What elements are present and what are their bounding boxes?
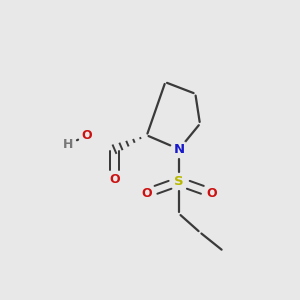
Text: N: N — [174, 143, 185, 156]
Text: O: O — [142, 187, 152, 200]
Text: S: S — [174, 175, 184, 188]
Text: O: O — [81, 129, 92, 142]
Text: O: O — [206, 187, 217, 200]
Text: H: H — [63, 138, 74, 151]
Text: O: O — [109, 173, 120, 186]
